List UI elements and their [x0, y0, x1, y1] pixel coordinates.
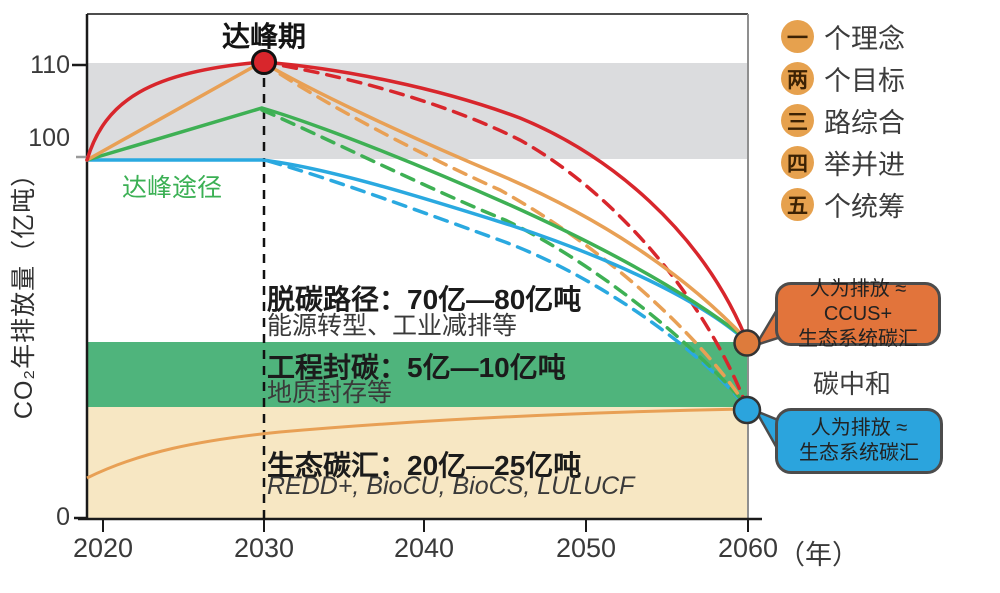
- callout-line: 生态系统碳汇: [799, 442, 919, 464]
- x-tick-2060: 2060: [717, 533, 779, 563]
- legend: 一 个理念 两 个目标 三 路综合 四 举并进 五 个统筹: [781, 20, 905, 222]
- legend-item-label: 举并进: [824, 150, 905, 180]
- ccus-balance-callout: 人为排放 ≈ CCUS+ 生态系统碳汇: [775, 278, 941, 350]
- eco-sink-curve: [86, 407, 745, 480]
- peak-period-label: 达峰期: [221, 21, 306, 52]
- eco-band-title: 生态碳汇：20亿—25亿吨: [267, 450, 582, 481]
- x-tick-marks: [102, 519, 749, 532]
- eco-sink-band: [87, 407, 748, 519]
- y-tick-110: 110: [30, 51, 70, 79]
- legend-item-1: 一 个理念: [781, 20, 905, 54]
- legend-number-icon: 一: [781, 20, 814, 53]
- engineered-sequestration-band: [87, 342, 748, 407]
- peak-marker-dot: [251, 49, 277, 75]
- orange-solid-curve: [85, 59, 747, 340]
- y-tick-0: 0: [56, 503, 70, 531]
- peak-range-band: [87, 63, 748, 159]
- legend-item-3: 三 路综合: [781, 104, 905, 138]
- legend-number-icon: 三: [781, 104, 814, 137]
- legend-item-label: 个理念: [824, 24, 905, 54]
- callout-line: 人为排放 ≈ CCUS+: [809, 277, 907, 325]
- ccs-band-subtitle: 地质封存等: [267, 379, 393, 407]
- x-tick-2040: 2040: [393, 533, 455, 563]
- green-solid-curve: [85, 106, 747, 340]
- carbon-neutrality-label: 碳中和: [812, 369, 891, 399]
- callout-line: 人为排放 ≈: [810, 417, 908, 439]
- eco-endpoint-dot: [732, 395, 762, 425]
- x-tick-2030: 2030: [233, 533, 295, 563]
- legend-item-label: 个目标: [824, 66, 905, 96]
- y-axis-title: CO₂年排放量（亿吨）: [10, 160, 38, 420]
- ccus-endpoint-dot: [733, 329, 761, 357]
- blue-dashed-curve: [266, 159, 747, 408]
- x-axis-unit: （年）: [778, 540, 859, 570]
- y-tick-100: 100: [28, 124, 70, 152]
- eco-band-subtitle: REDD+, BioCU, BioCS, LULUCF: [267, 472, 635, 500]
- red-solid-curve: [85, 60, 747, 338]
- x-tick-2020: 2020: [72, 533, 134, 563]
- legend-item-2: 两 个目标: [781, 62, 905, 96]
- legend-item-label: 路综合: [824, 108, 905, 138]
- decarb-band-title: 脱碳路径：70亿—80亿吨: [267, 284, 582, 315]
- x-tick-2050: 2050: [555, 533, 617, 563]
- callout-line: 生态系统碳汇: [798, 327, 918, 350]
- green-dashed-curve: [260, 108, 747, 406]
- legend-number-icon: 五: [781, 188, 814, 221]
- decarb-band-subtitle: 能源转型、工业减排等: [267, 312, 518, 340]
- legend-item-5: 五 个统筹: [781, 188, 905, 222]
- orange-dashed-curve: [260, 60, 747, 406]
- legend-number-icon: 四: [781, 146, 814, 179]
- eco-balance-callout: 人为排放 ≈ 生态系统碳汇: [775, 408, 943, 474]
- legend-item-4: 四 举并进: [781, 146, 905, 180]
- peak-pathway-label: 达峰途径: [122, 174, 223, 202]
- blue-solid-curve: [85, 158, 747, 342]
- legend-item-label: 个统筹: [824, 192, 905, 222]
- ccs-band-title: 工程封碳：5亿—10亿吨: [267, 352, 566, 383]
- legend-number-icon: 两: [781, 62, 814, 95]
